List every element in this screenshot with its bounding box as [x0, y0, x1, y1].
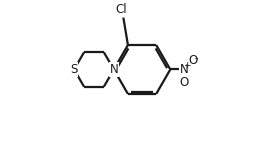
Text: N: N: [110, 63, 118, 76]
Text: S: S: [70, 63, 78, 76]
Text: O: O: [179, 76, 189, 89]
Text: -: -: [194, 53, 198, 63]
Text: Cl: Cl: [115, 3, 127, 16]
Text: O: O: [188, 54, 198, 67]
Text: N: N: [180, 63, 188, 76]
Text: +: +: [183, 61, 190, 70]
